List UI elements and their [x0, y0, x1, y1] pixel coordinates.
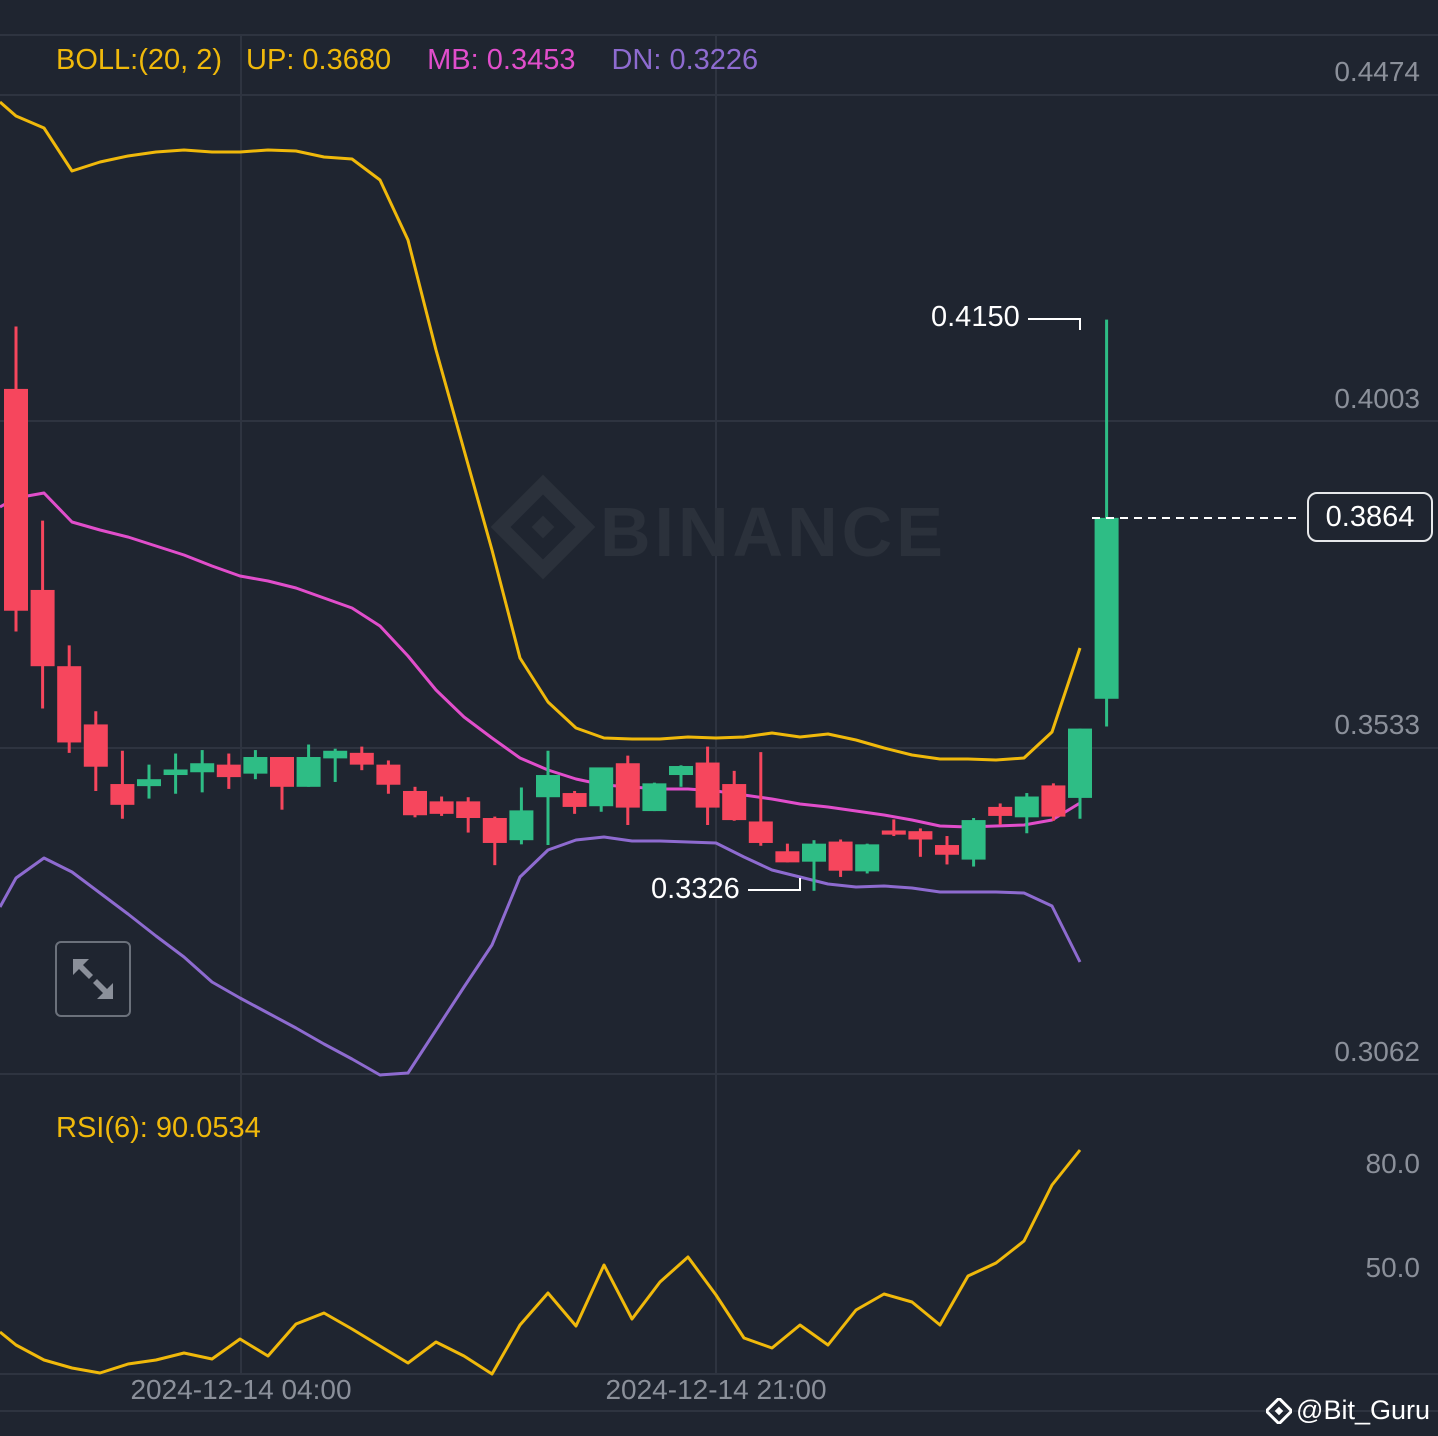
candle-down	[748, 821, 773, 843]
high-marker	[1028, 318, 1081, 330]
candle-up	[589, 767, 614, 807]
candle-down	[429, 801, 454, 814]
candle-down	[110, 784, 135, 805]
low-marker	[748, 878, 801, 891]
candle-down	[695, 762, 720, 808]
candle-up	[1094, 517, 1119, 699]
candle-up	[137, 779, 161, 787]
candle-down	[482, 818, 507, 843]
price-tick: 0.4003	[1334, 383, 1420, 414]
binance-watermark: BINANCE	[600, 493, 947, 571]
low-price-label: 0.3326	[651, 873, 740, 905]
author-credit: @Bit_Guru	[1266, 1395, 1430, 1426]
rsi-tick: 50.0	[1365, 1252, 1421, 1283]
boll-dn-value: DN: 0.3226	[611, 44, 759, 76]
candle-up	[855, 844, 880, 872]
binance-logo-icon	[1266, 1397, 1293, 1424]
candle-down	[881, 830, 906, 835]
candle-down	[722, 784, 747, 821]
candle-up	[642, 783, 667, 812]
candle-down	[775, 851, 800, 863]
author-handle: @Bit_Guru	[1296, 1395, 1430, 1425]
binance-logo-watermark	[490, 474, 596, 580]
candle-up	[323, 750, 348, 759]
candle-down	[908, 831, 933, 840]
candle-down	[349, 752, 374, 765]
candle-down	[828, 841, 853, 871]
boll-legend: BOLL:(20, 2) UP: 0.3680 MB: 0.3453 DN: 0…	[56, 44, 758, 77]
candle-down	[935, 845, 959, 855]
candle-up	[296, 757, 321, 787]
boll-middle-band	[0, 491, 1081, 829]
candle-down	[4, 388, 28, 611]
time-tick: 2024-12-14 04:00	[130, 1374, 352, 1405]
candle-up	[1068, 728, 1092, 798]
candle-down	[270, 757, 294, 787]
expand-icon	[73, 959, 113, 999]
candle-up	[802, 843, 826, 862]
last-price-tag: 0.3864	[1307, 492, 1433, 542]
boll-mb-value: MB: 0.3453	[427, 44, 576, 76]
rsi-tick: 80.0	[1365, 1148, 1421, 1179]
candle-down	[30, 589, 55, 667]
price-tick: 0.3062	[1334, 1036, 1420, 1067]
candle-down	[83, 724, 108, 767]
candle-up	[961, 820, 986, 860]
candle-down	[1041, 785, 1066, 817]
candle-up	[536, 775, 560, 798]
boll-params: BOLL:(20, 2)	[56, 44, 223, 76]
candle-down	[376, 764, 401, 785]
candle-down	[562, 793, 587, 807]
candle-down	[456, 801, 481, 819]
boll-lower-band	[0, 835, 1082, 1077]
boll-upper-band	[0, 100, 1082, 762]
candle-up	[190, 763, 215, 773]
rsi-line	[0, 1149, 1082, 1376]
candle-down	[988, 806, 1013, 816]
candle-up	[669, 766, 693, 776]
grid-lines	[0, 34, 1438, 1412]
candle-down	[57, 666, 82, 743]
candle-up	[509, 810, 534, 841]
boll-up-value: UP: 0.3680	[246, 44, 392, 76]
candle-down	[615, 763, 640, 808]
candlesticks	[4, 319, 1119, 891]
candle-up	[243, 757, 268, 774]
expand-chart-button[interactable]	[55, 941, 131, 1017]
price-tick: 0.3533	[1334, 709, 1420, 740]
time-tick: 2024-12-14 21:00	[605, 1374, 827, 1405]
candle-down	[216, 764, 241, 778]
price-tick: 0.4474	[1334, 56, 1420, 87]
candle-up	[163, 769, 188, 776]
candle-up	[1014, 796, 1039, 818]
candle-down	[403, 790, 427, 816]
high-price-label: 0.4150	[931, 301, 1020, 333]
rsi-legend: RSI(6): 90.0534	[56, 1112, 261, 1144]
